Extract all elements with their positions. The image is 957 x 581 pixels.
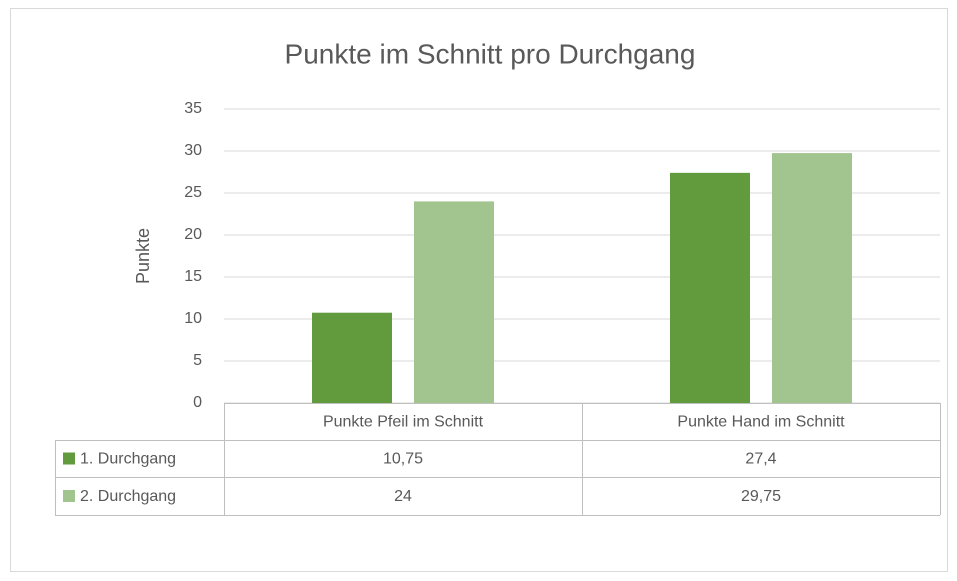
data-table-value: 27,4 xyxy=(745,451,776,468)
y-tick-label: 20 xyxy=(184,226,202,243)
bar xyxy=(772,153,852,403)
y-axis-label: Punkte xyxy=(133,228,153,284)
x-tick-label: Punkte Hand im Schnitt xyxy=(677,414,845,431)
legend-key xyxy=(63,490,75,502)
y-tick-label: 25 xyxy=(184,184,202,201)
legend-label: 2. Durchgang xyxy=(80,488,176,505)
y-tick-label: 0 xyxy=(193,394,202,411)
y-tick-label: 15 xyxy=(184,268,202,285)
x-tick-label: Punkte Pfeil im Schnitt xyxy=(323,414,484,431)
bar xyxy=(414,201,494,403)
y-tick-label: 10 xyxy=(184,310,202,327)
y-tick-label: 5 xyxy=(193,352,202,369)
legend-key xyxy=(63,452,75,465)
bar xyxy=(312,312,392,403)
bar xyxy=(670,172,750,403)
y-tick-label: 35 xyxy=(184,100,202,117)
y-tick-label: 30 xyxy=(184,142,202,159)
data-table-value: 24 xyxy=(394,488,412,505)
data-table-value: 29,75 xyxy=(741,488,781,505)
legend-label: 1. Durchgang xyxy=(80,451,176,468)
chart-title: Punkte im Schnitt pro Durchgang xyxy=(285,38,696,69)
data-table-value: 10,75 xyxy=(383,451,423,468)
